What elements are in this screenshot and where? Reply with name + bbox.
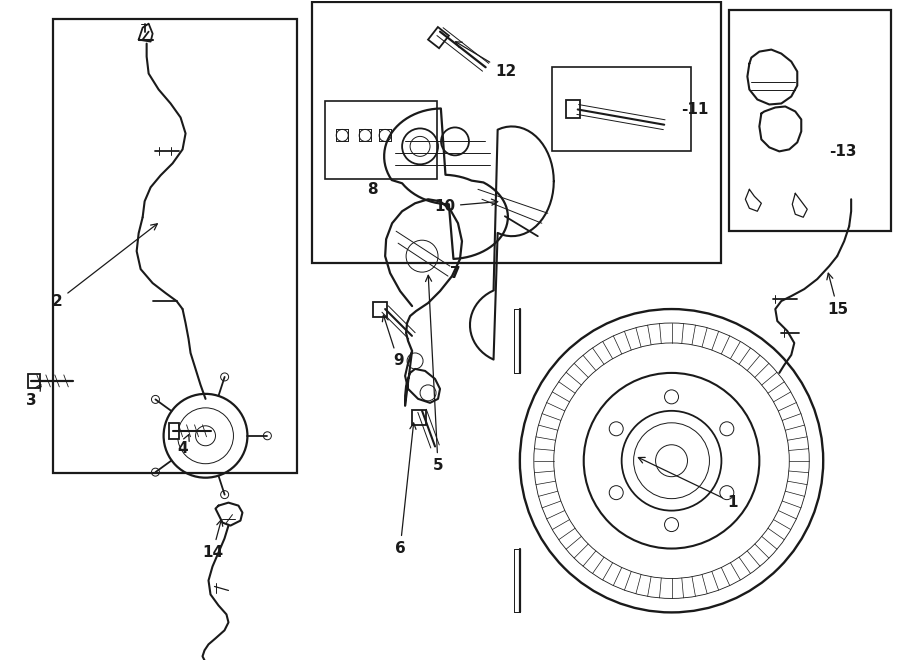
Text: 9: 9 <box>382 315 403 368</box>
Bar <box>552 67 691 151</box>
Text: 14: 14 <box>202 520 223 560</box>
Text: 6: 6 <box>395 423 416 556</box>
Bar <box>53 19 297 473</box>
Text: -11: -11 <box>681 102 709 117</box>
Bar <box>312 2 722 263</box>
Text: 2: 2 <box>52 224 158 309</box>
Bar <box>374 302 387 317</box>
Text: 7: 7 <box>450 266 460 281</box>
Text: -13: -13 <box>829 144 857 159</box>
Text: 15: 15 <box>827 273 849 317</box>
Text: 8: 8 <box>367 182 377 197</box>
Text: 10: 10 <box>434 199 498 214</box>
Bar <box>729 10 891 231</box>
Bar <box>325 102 437 179</box>
Text: 3: 3 <box>25 385 40 408</box>
Bar <box>412 410 426 425</box>
Bar <box>28 374 40 388</box>
Bar <box>168 423 178 439</box>
Text: 5: 5 <box>426 275 444 473</box>
Bar <box>428 27 449 48</box>
Text: 4: 4 <box>177 434 189 456</box>
Text: 12: 12 <box>455 42 517 79</box>
Text: 1: 1 <box>638 457 738 510</box>
Bar <box>566 100 580 118</box>
